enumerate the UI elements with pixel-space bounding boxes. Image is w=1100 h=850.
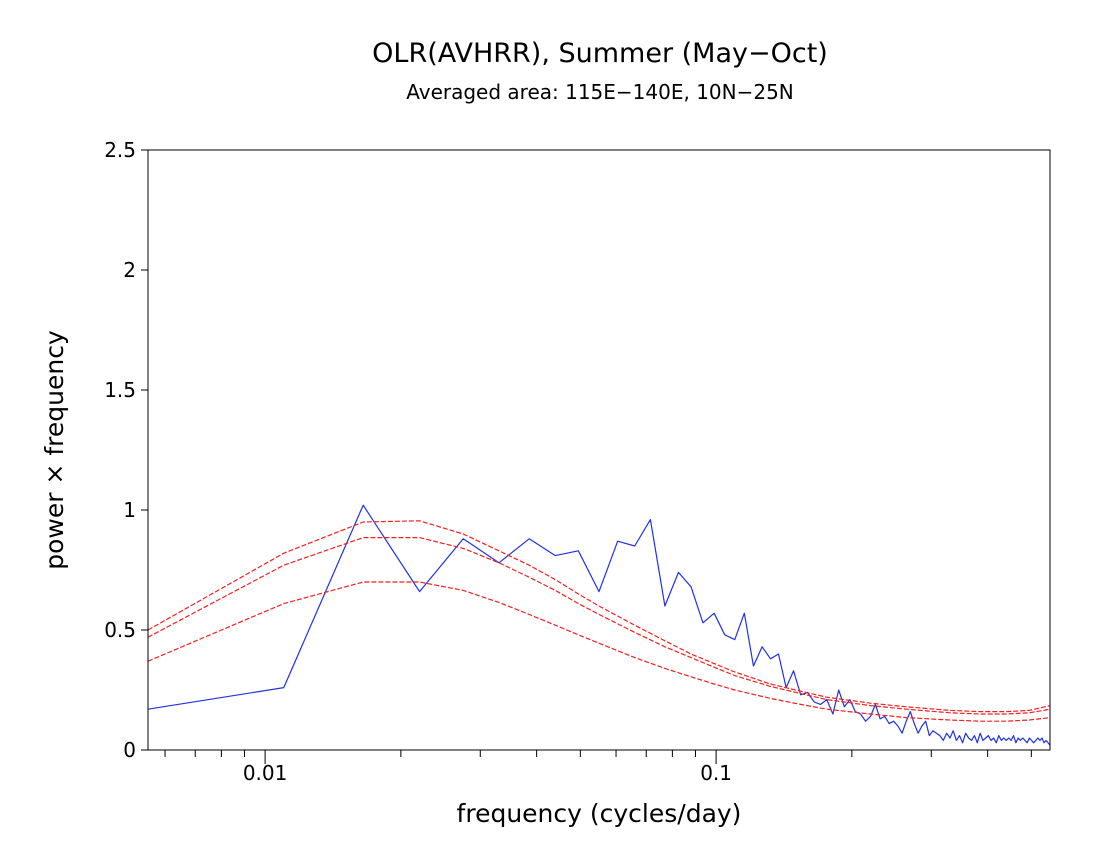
y-axis-label: power × frequency (40, 330, 69, 570)
series-line-red-noise-upper (147, 520, 1051, 713)
series-line-red-noise-middle (147, 536, 1051, 715)
x-axis-label: frequency (cycles/day) (457, 799, 742, 828)
y-tick-label: 2 (123, 258, 136, 282)
y-tick-label: 2.5 (104, 138, 136, 162)
plot-frame (147, 149, 1051, 751)
y-tick-label: 0.5 (104, 618, 136, 642)
y-tick-label: 1.5 (104, 378, 136, 402)
axis-layer: 0 0.5 1 1.5 2 2.5 0.01 0.1 (104, 138, 1032, 785)
series-line-spectrum (147, 504, 1051, 746)
x-tick-label: 0.01 (243, 761, 288, 785)
y-tick-label: 0 (123, 738, 136, 762)
chart-title: OLR(AVHRR), Summer (May−Oct) (372, 38, 828, 69)
chart-subtitle: Averaged area: 115E−140E, 10N−25N (406, 80, 794, 104)
x-tick-label: 0.1 (700, 761, 732, 785)
series-layer (147, 504, 1051, 746)
series-line-red-noise-lower (147, 581, 1051, 722)
y-tick-label: 1 (123, 498, 136, 522)
